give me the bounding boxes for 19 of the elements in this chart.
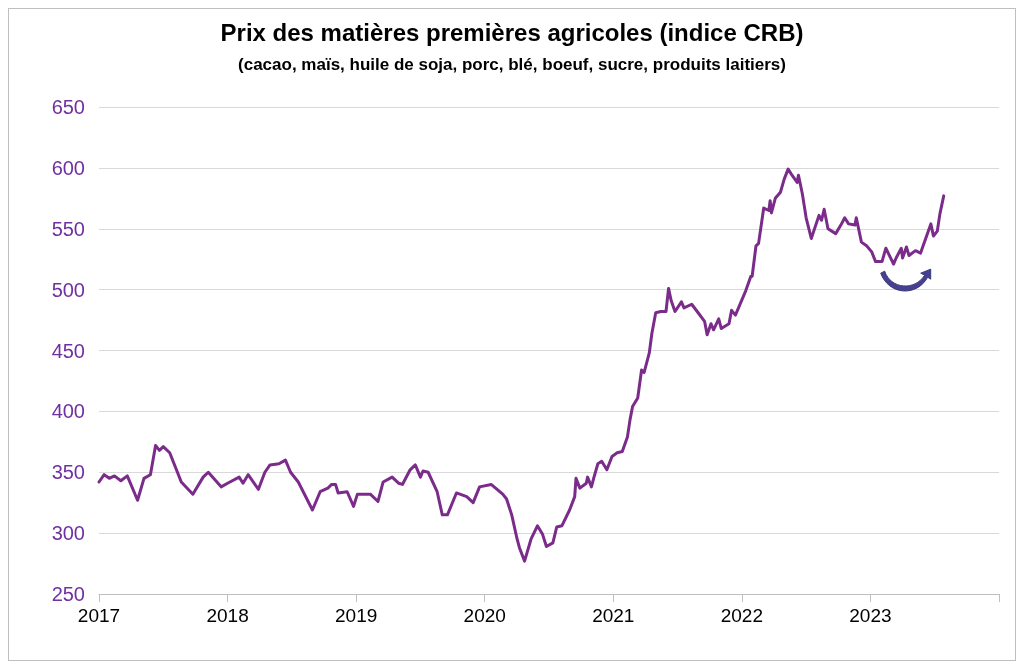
- chart-subtitle: (cacao, maïs, huile de soja, porc, blé, boeuf, sucre, produits laitiers): [238, 55, 786, 74]
- x-tick-label: 2019: [335, 605, 378, 626]
- x-tick-label: 2018: [206, 605, 249, 626]
- y-tick-label: 400: [51, 400, 85, 423]
- x-tick-label: 2023: [849, 605, 892, 626]
- chart-title: Prix des matières premières agricoles (indice CRB): [220, 18, 804, 46]
- y-tick-label: 350: [51, 461, 85, 484]
- y-tick-label: 300: [51, 522, 85, 545]
- x-tick-label: 2020: [463, 605, 506, 626]
- y-tick-label: 250: [51, 583, 85, 605]
- y-tick-label: 650: [51, 96, 85, 118]
- x-tick-label: 2017: [77, 605, 121, 626]
- x-tick-label: 2021: [592, 605, 635, 626]
- y-tick-label: 600: [51, 156, 85, 179]
- y-tick-label: 550: [51, 217, 85, 240]
- line-series: [97, 167, 946, 563]
- y-tick-label: 500: [51, 278, 85, 301]
- x-tick-label: 2022: [720, 605, 763, 626]
- y-tick-label: 450: [51, 339, 85, 362]
